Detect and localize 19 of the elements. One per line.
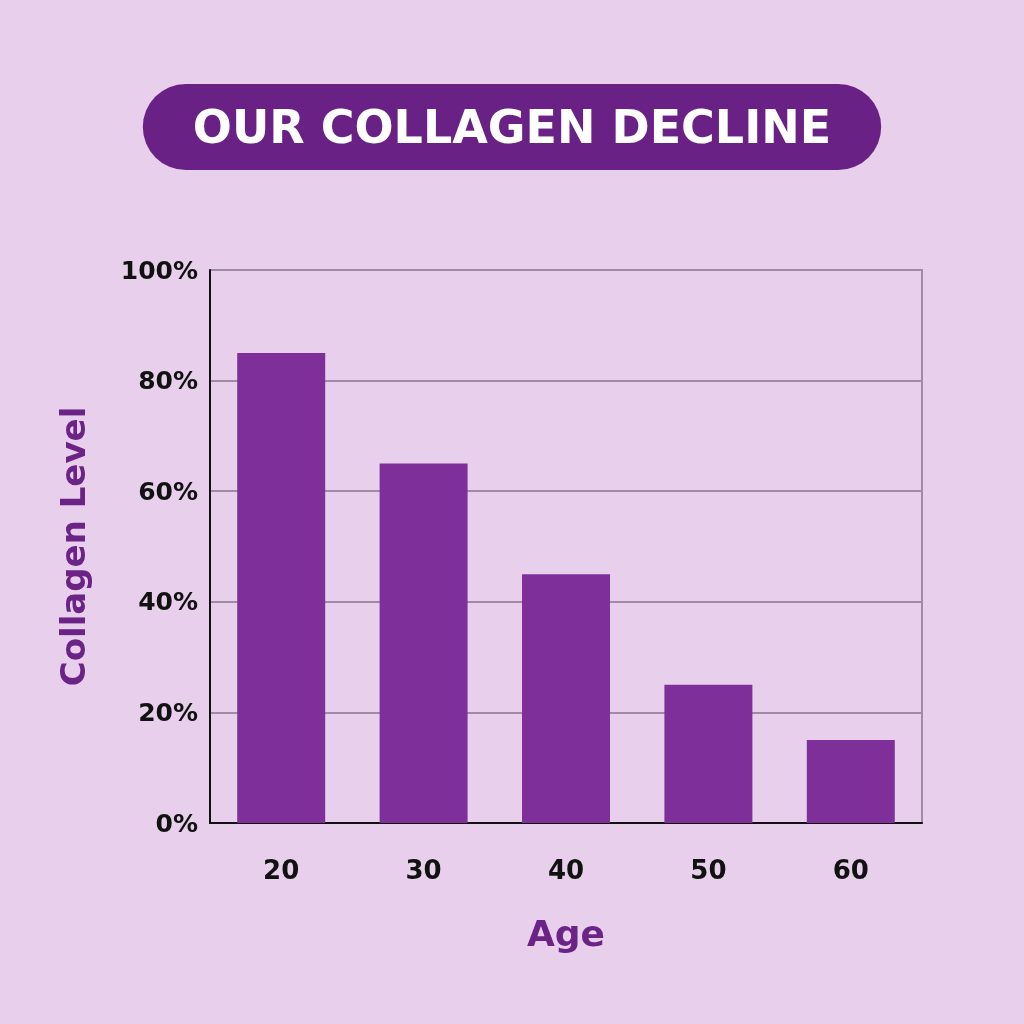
bar <box>237 352 326 823</box>
bar <box>806 740 895 823</box>
y-tick-label: 80% <box>138 366 198 396</box>
x-tick-label: 20 <box>263 855 300 885</box>
x-axis-title: Age <box>526 912 606 954</box>
y-tick-label: 100% <box>120 255 198 285</box>
y-tick-label: 20% <box>138 697 198 727</box>
y-axis-title: Collagen Level <box>53 406 93 687</box>
x-tick-label: 30 <box>405 855 442 885</box>
bar <box>522 574 610 823</box>
y-tick-label: 0% <box>155 808 198 838</box>
x-tick-label: 50 <box>690 855 727 885</box>
y-tick-label: 60% <box>138 476 198 506</box>
x-tick-label: 60 <box>832 855 869 885</box>
y-tick-label: 40% <box>138 587 198 617</box>
bar <box>379 463 468 823</box>
bar <box>664 684 753 823</box>
x-tick-label: 40 <box>547 855 585 885</box>
chart-title: OUR COLLAGEN DECLINE <box>192 100 832 154</box>
